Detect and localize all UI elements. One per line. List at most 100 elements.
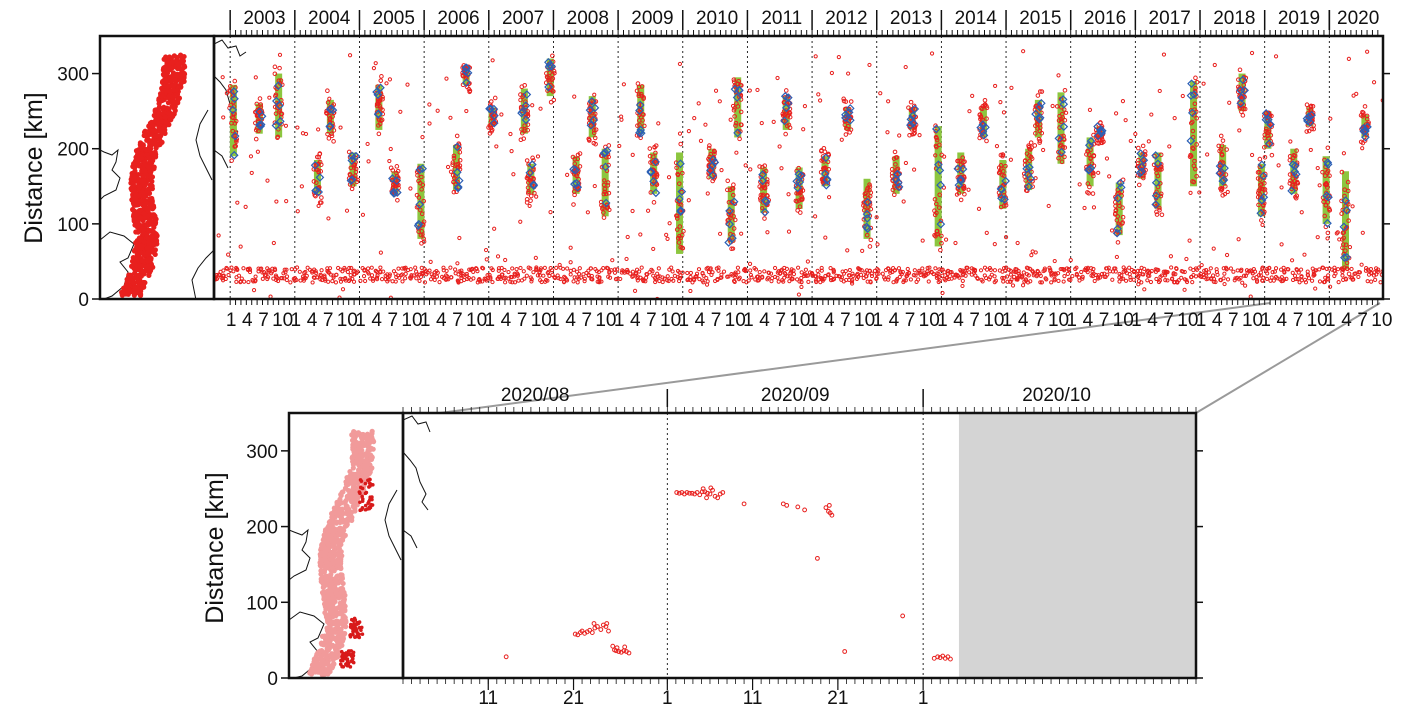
bottom-y-tick-label: 100 [246, 593, 278, 614]
top-month-label: 4 [1147, 310, 1158, 331]
top-red-event [1226, 190, 1229, 193]
top-red-event [481, 280, 484, 283]
top-red-event [328, 267, 331, 270]
top-red-event [1133, 269, 1136, 272]
top-red-event [1124, 119, 1127, 122]
top-month-label: 4 [1277, 310, 1288, 331]
top-red-event [846, 249, 849, 252]
top-red-event [1083, 206, 1086, 209]
top-red-event [799, 211, 803, 215]
top-red-event [1122, 266, 1125, 269]
top-red-event [886, 267, 889, 270]
top-red-event [666, 237, 669, 240]
top-red-event [1200, 263, 1203, 266]
top-red-event [631, 209, 634, 212]
top-month-label: 7 [452, 310, 463, 331]
top-red-event [954, 241, 957, 244]
top-y-axis-label: Distance [km] [20, 92, 48, 243]
top-red-event [813, 275, 816, 278]
top-red-event [327, 137, 331, 141]
top-red-event [776, 276, 779, 279]
top-red-event [1066, 272, 1069, 275]
top-red-event [352, 280, 355, 283]
top-red-event [657, 267, 660, 270]
top-red-event [780, 167, 783, 170]
zoom-connector-right [1196, 303, 1380, 413]
top-red-event [285, 200, 288, 203]
top-red-event [1221, 139, 1225, 143]
top-red-event [573, 95, 576, 98]
top-red-event [528, 204, 531, 207]
top-red-event [1347, 272, 1351, 276]
top-red-event [1063, 275, 1066, 278]
top-red-event [1181, 94, 1184, 97]
top-red-event [559, 277, 562, 280]
top-red-event [1219, 279, 1222, 282]
top-red-event [792, 273, 795, 276]
top-red-event [217, 234, 220, 237]
top-red-event [816, 269, 819, 272]
top-month-label: 4 [1083, 310, 1094, 331]
top-red-event [869, 238, 873, 242]
top-red-event [578, 267, 581, 270]
top-red-event [455, 134, 459, 138]
top-red-event [328, 97, 331, 100]
top-red-event [993, 269, 996, 272]
top-red-event [1314, 287, 1317, 290]
top-red-event [1170, 278, 1173, 281]
top-red-event [1348, 245, 1351, 248]
top-red-event [894, 268, 897, 271]
top-year-label: 2010 [696, 8, 738, 29]
top-map-epicenter [139, 268, 144, 273]
top-red-event [397, 267, 400, 270]
top-red-event [285, 275, 288, 278]
top-red-event [1232, 270, 1235, 273]
top-red-event [456, 262, 459, 265]
top-red-event [792, 269, 795, 272]
top-red-event [1280, 186, 1283, 189]
top-red-event [648, 147, 652, 151]
top-map-epicenter [137, 208, 142, 213]
top-map-epicenter [138, 292, 143, 297]
top-red-event [1318, 184, 1321, 187]
top-red-event [1158, 89, 1161, 92]
top-red-event [1155, 277, 1158, 280]
top-red-event [745, 281, 748, 284]
top-red-event [868, 63, 871, 66]
top-map-epicenter [147, 144, 152, 149]
top-red-event [921, 239, 924, 242]
top-red-event [311, 281, 314, 284]
top-red-event [1030, 254, 1033, 257]
top-map-epicenter [167, 93, 172, 98]
top-red-event [326, 89, 330, 93]
top-red-event [1265, 277, 1268, 280]
top-red-event [1212, 274, 1215, 277]
top-red-event [519, 266, 522, 269]
top-red-event [319, 273, 322, 276]
top-red-event [361, 213, 364, 216]
top-red-event [491, 59, 494, 62]
top-month-label: 7 [646, 310, 657, 331]
top-red-event [689, 289, 692, 292]
top-red-event [507, 270, 510, 273]
top-red-event [817, 273, 820, 276]
top-month-label: 7 [581, 310, 592, 331]
top-red-event [1140, 281, 1143, 284]
top-red-event [961, 284, 964, 287]
top-red-event [525, 274, 528, 277]
top-month-label: 4 [1212, 310, 1223, 331]
top-red-event [372, 67, 375, 70]
top-red-event [645, 276, 648, 279]
top-red-event [763, 270, 766, 273]
top-red-event [1009, 158, 1012, 161]
top-red-event [705, 276, 708, 279]
top-red-event [1282, 266, 1285, 269]
top-red-event [1047, 204, 1050, 207]
top-red-event [327, 217, 330, 220]
top-red-event [1022, 271, 1025, 274]
top-map-epicenter [175, 97, 180, 102]
top-map-epicenter [163, 114, 168, 119]
top-red-event [1033, 144, 1037, 148]
top-red-event [290, 268, 293, 271]
top-red-event [1303, 278, 1306, 281]
